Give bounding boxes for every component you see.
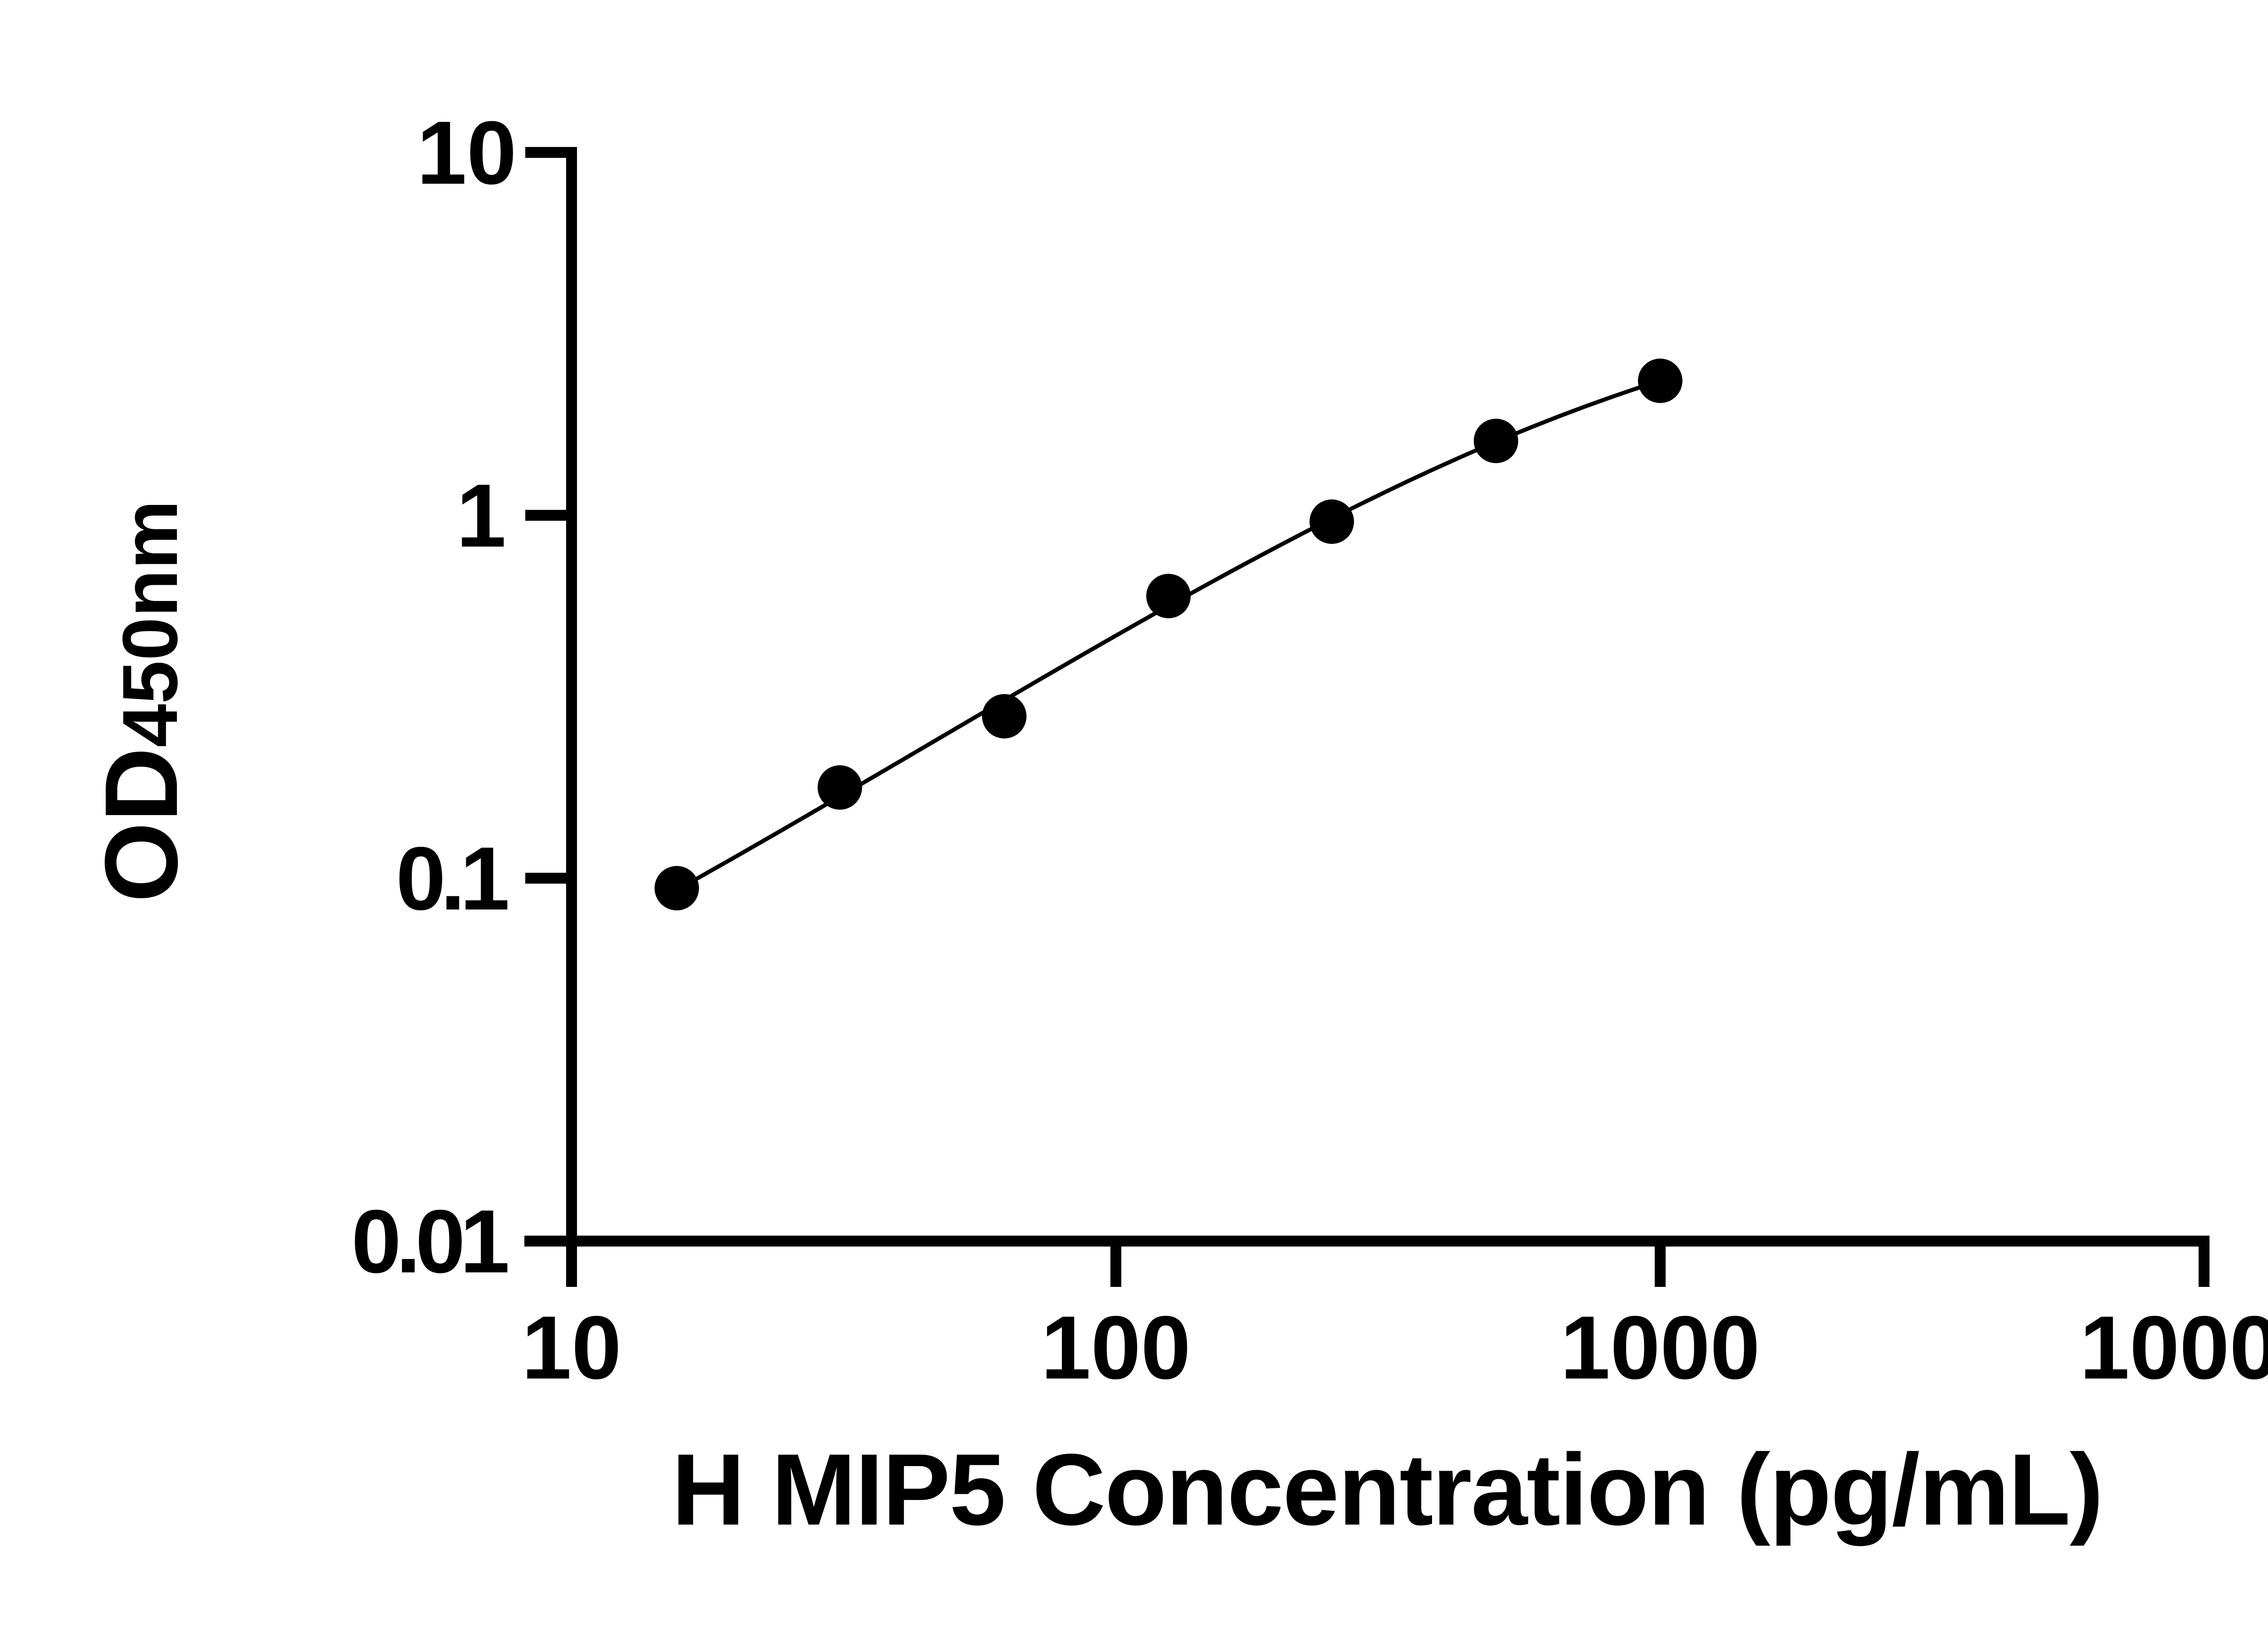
svg-text:0.01: 0.01 xyxy=(352,1191,508,1291)
svg-text:10: 10 xyxy=(522,1297,621,1398)
svg-text:10: 10 xyxy=(417,103,517,203)
svg-text:1000: 1000 xyxy=(1560,1297,1760,1398)
svg-text:OD450nm: OD450nm xyxy=(84,500,199,903)
svg-text:10000: 10000 xyxy=(2080,1297,2268,1398)
svg-text:0.1: 0.1 xyxy=(396,828,508,929)
svg-text:H MIP5 Concentration (pg/mL): H MIP5 Concentration (pg/mL) xyxy=(672,1433,2103,1546)
svg-text:100: 100 xyxy=(1041,1297,1191,1398)
svg-text:1: 1 xyxy=(456,465,506,566)
